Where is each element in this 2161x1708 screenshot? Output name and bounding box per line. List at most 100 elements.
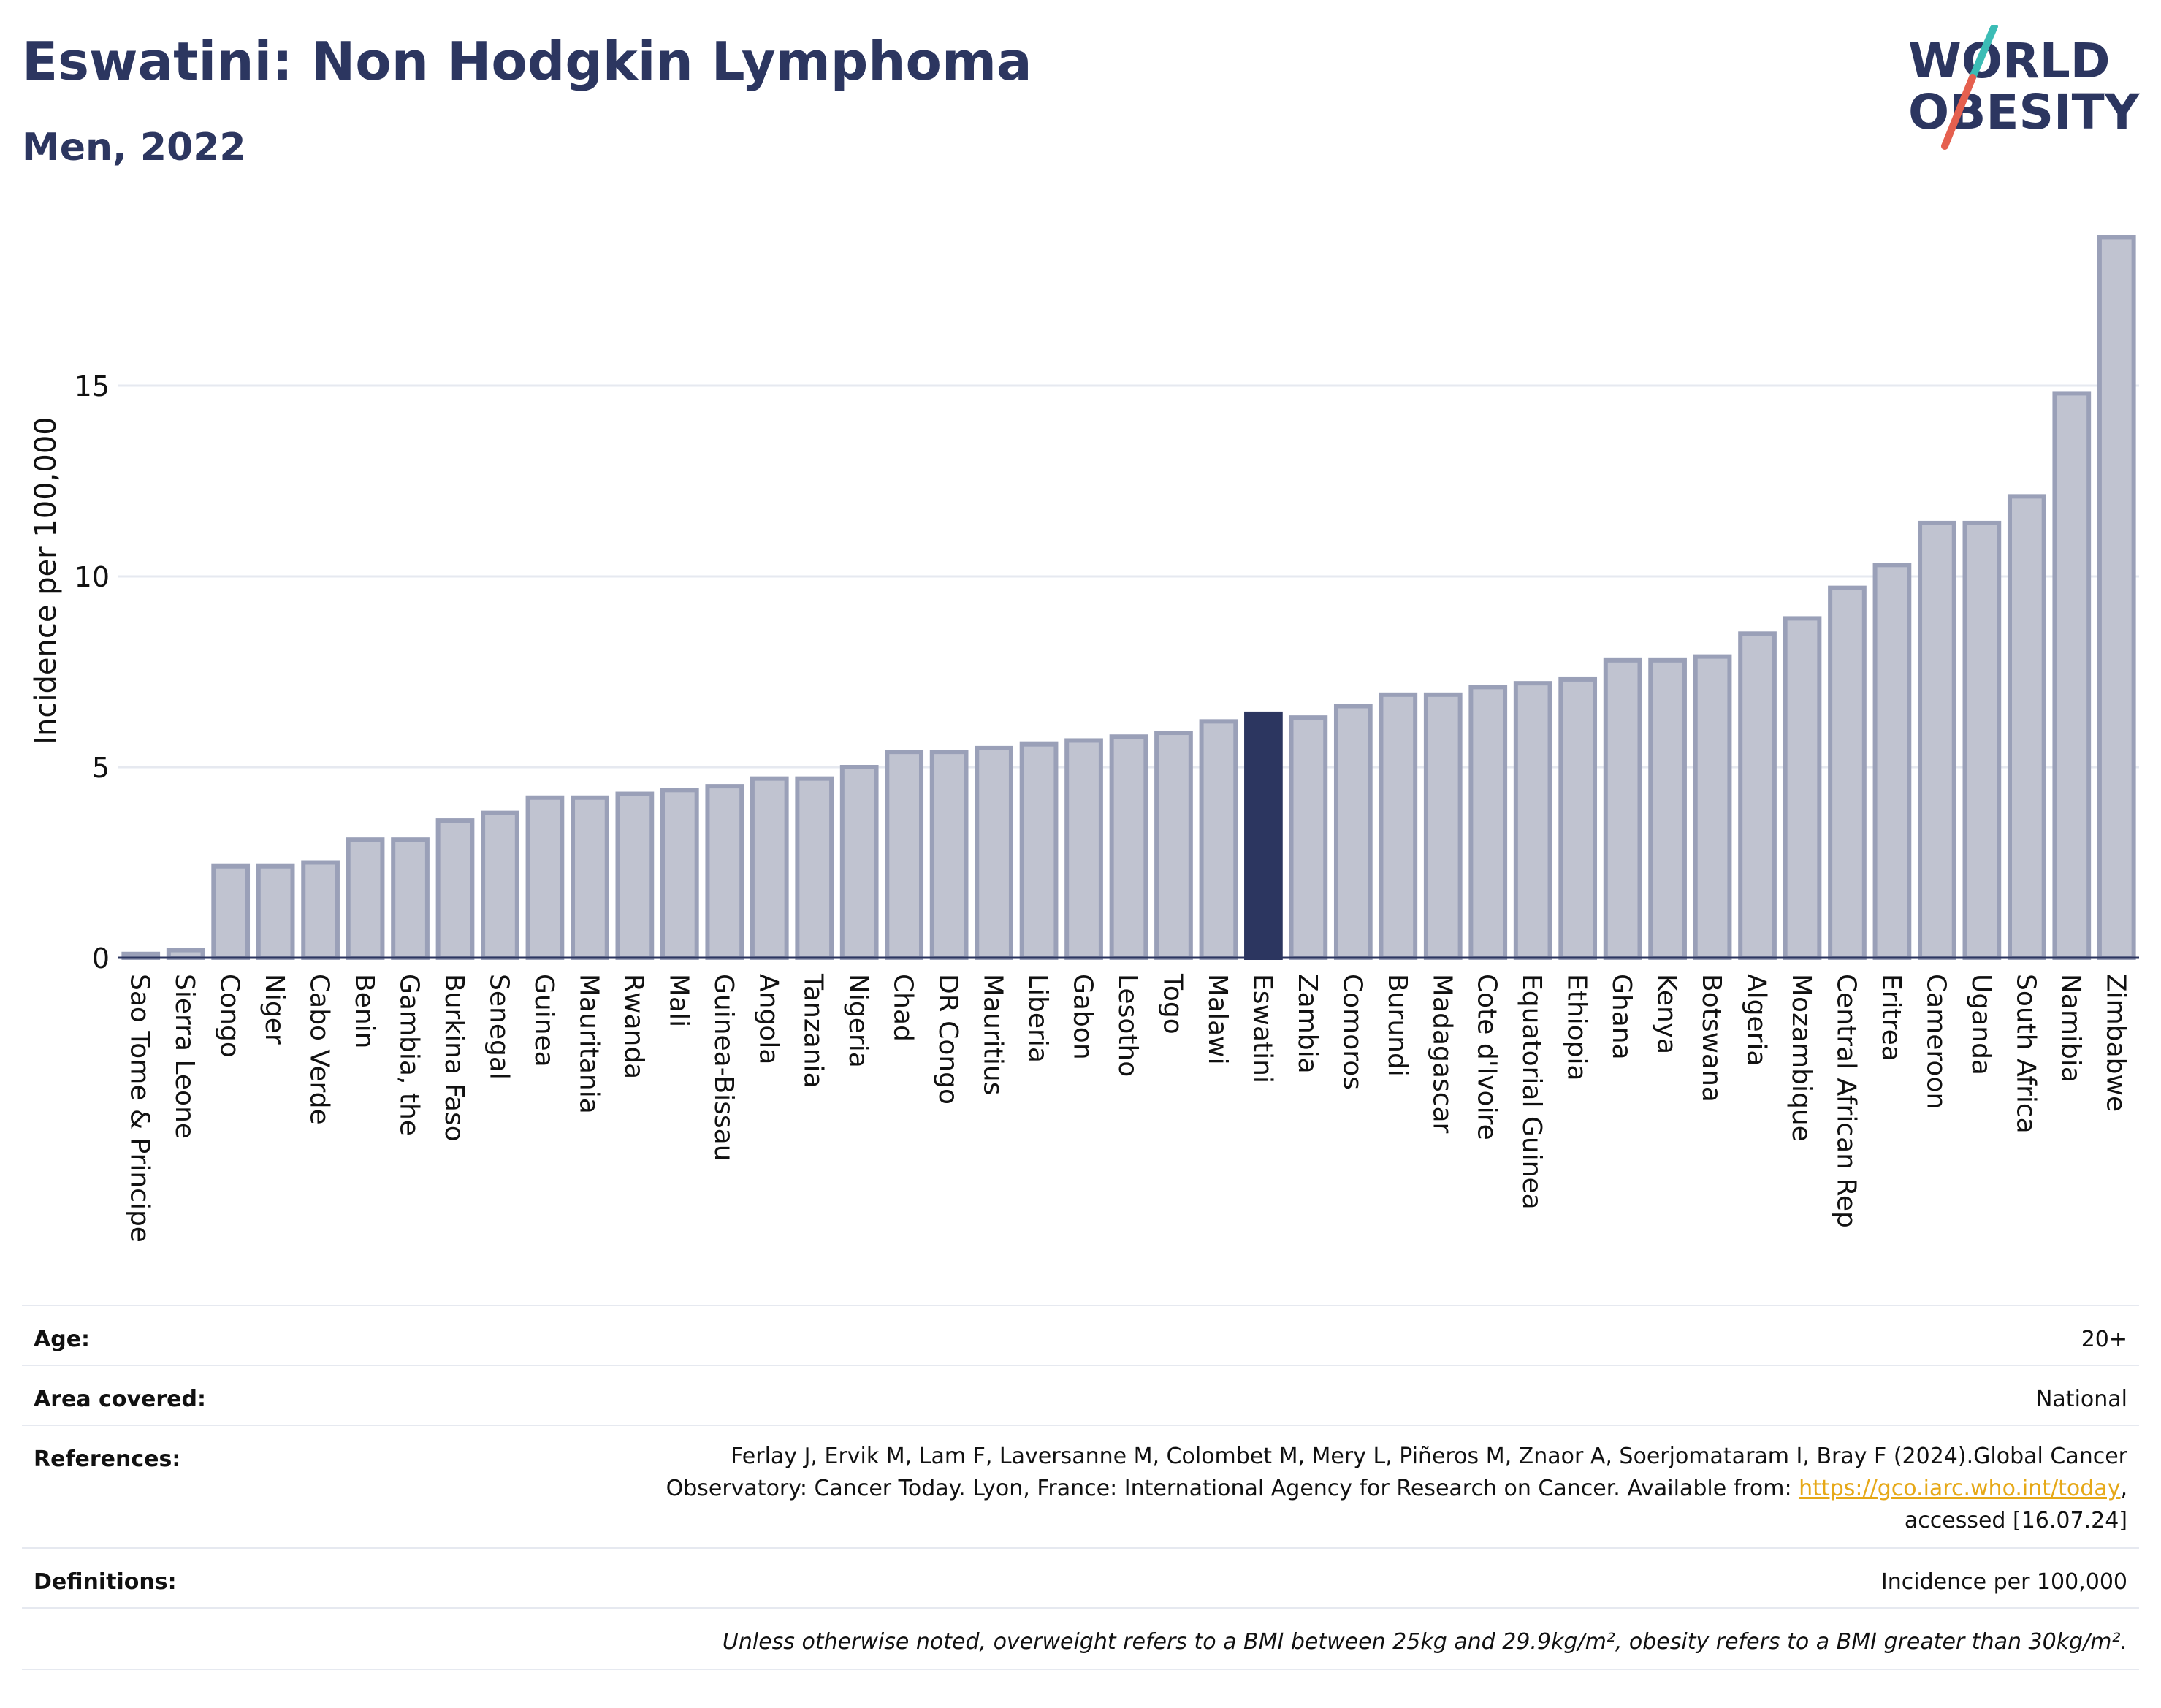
x-tick-label: Tanzania <box>799 973 828 1089</box>
bar <box>1648 657 1687 961</box>
y-axis-label: Incidence per 100,000 <box>29 416 63 745</box>
area-value: National <box>2035 1387 2127 1412</box>
x-tick-label: Guinea-Bissau <box>709 974 739 1162</box>
area-label: Area covered: <box>34 1387 206 1412</box>
meta-row-references: References: Ferlay J, Ervik M, Lam F, La… <box>22 1425 2139 1547</box>
bar <box>346 837 385 961</box>
bar <box>1154 731 1193 961</box>
y-tick-label: 10 <box>75 561 110 593</box>
bar <box>1513 681 1552 960</box>
bar <box>660 788 699 960</box>
bar <box>1558 676 1598 960</box>
bar <box>1962 520 2002 960</box>
x-tick-label: Togo <box>1157 973 1187 1034</box>
x-tick-label: Sao Tome & Principe <box>125 974 155 1243</box>
references-line-2-text: Observatory: Cancer Today. Lyon, France:… <box>666 1476 1799 1501</box>
bar <box>1289 715 1328 960</box>
bar <box>1872 563 1912 960</box>
x-tick-label: Guinea <box>529 974 559 1067</box>
world-obesity-logo: WORLD OBESITY <box>1908 25 2141 150</box>
metadata-table: Age: 20+ Area covered: National Referenc… <box>22 1305 2139 1677</box>
bar <box>705 784 744 960</box>
bar <box>2007 494 2046 960</box>
bar <box>839 765 879 960</box>
age-value: 20+ <box>2081 1327 2127 1352</box>
bar <box>256 863 295 960</box>
meta-row-age: Age: 20+ <box>22 1305 2139 1365</box>
logo-line-2: OBESITY <box>1908 84 2141 140</box>
bar <box>975 745 1013 961</box>
logo-slash-red <box>1941 74 1976 150</box>
x-tick-label: Cote d'Ivoire <box>1472 974 1502 1140</box>
x-tick-label: Malawi <box>1203 974 1232 1065</box>
bmi-note: Unless otherwise noted, overweight refer… <box>722 1629 2127 1655</box>
bar <box>1423 692 1463 960</box>
y-tick-label: 5 <box>92 752 110 784</box>
x-tick-label: Ethiopia <box>1562 974 1592 1081</box>
x-tick-label: Mali <box>663 974 693 1027</box>
page-subtitle: Men, 2022 <box>22 126 246 169</box>
bar <box>391 837 430 961</box>
bar <box>750 776 789 961</box>
references-label: References: <box>34 1446 181 1472</box>
age-label: Age: <box>34 1327 91 1352</box>
x-tick-label: South Africa <box>2011 974 2040 1134</box>
bar <box>1783 616 1822 960</box>
bar <box>481 810 519 961</box>
logo-slash-teal <box>1969 25 1998 81</box>
x-tick-label: Uganda <box>1966 974 1996 1075</box>
x-tick-label: Liberia <box>1023 974 1053 1063</box>
meta-row-area: Area covered: National <box>22 1365 2139 1425</box>
references-value: Ferlay J, Ervik M, Lam F, Laversanne M, … <box>666 1441 2127 1537</box>
x-tick-label: Cameroon <box>1921 974 1951 1109</box>
x-tick-label: Zimbabwe <box>2100 974 2130 1112</box>
x-tick-label: Botswana <box>1696 974 1726 1102</box>
bar <box>2052 391 2092 960</box>
meta-row-note: Unless otherwise noted, overweight refer… <box>22 1607 2139 1670</box>
x-tick-label: Namibia <box>2056 974 2086 1083</box>
x-tick-label: Gambia, the <box>395 974 424 1136</box>
x-tick-label: Sierra Leone <box>169 974 199 1139</box>
bar <box>1019 741 1059 960</box>
x-tick-label: Madagascar <box>1427 974 1457 1134</box>
x-tick-label: Cabo Verde <box>305 974 335 1125</box>
x-tick-labels: Sao Tome & Principe Sierra Leone Congo Nige… <box>125 973 2131 1243</box>
x-tick-label: Eritrea <box>1876 974 1906 1061</box>
x-tick-label: Zambia <box>1292 974 1322 1074</box>
bar <box>929 750 969 960</box>
bar <box>1738 631 1777 960</box>
bar <box>1603 657 1642 961</box>
references-link[interactable]: https://gco.iarc.who.int/today <box>1799 1476 2121 1501</box>
definitions-value: Incidence per 100,000 <box>1880 1569 2127 1595</box>
y-tick-label: 0 <box>92 942 110 975</box>
x-tick-label: Central African Rep <box>1831 974 1861 1228</box>
bar <box>2097 235 2136 961</box>
bars <box>121 235 2136 961</box>
references-line-1: Ferlay J, Ervik M, Lam F, Laversanne M, … <box>731 1444 2127 1469</box>
x-tick-label: Mauritius <box>978 974 1008 1095</box>
x-tick-label: Mauritania <box>573 974 603 1114</box>
bar <box>1199 719 1238 960</box>
x-tick-label: Comoros <box>1337 974 1367 1090</box>
x-tick-label: Kenya <box>1652 974 1682 1054</box>
x-tick-label: Senegal <box>484 974 514 1080</box>
references-line-2: Observatory: Cancer Today. Lyon, France:… <box>666 1473 2127 1505</box>
x-tick-label: Algeria <box>1742 974 1772 1067</box>
bar <box>615 791 655 961</box>
bar <box>1379 692 1418 960</box>
x-tick-label: Equatorial Guinea <box>1517 974 1547 1210</box>
bar <box>1064 738 1103 961</box>
x-tick-label: Chad <box>888 974 918 1042</box>
bar <box>1468 685 1508 960</box>
references-line-3: accessed [16.07.24] <box>1904 1508 2127 1533</box>
x-tick-label: Burkina Faso <box>439 974 469 1142</box>
x-tick-label: Rwanda <box>619 974 649 1079</box>
bar-chart: Sao Tome & Principe Sierra Leone Congo Nige… <box>29 235 2139 1243</box>
bar <box>211 863 251 960</box>
x-tick-label: Burundi <box>1382 974 1412 1077</box>
x-tick-label: Congo <box>215 974 245 1058</box>
x-tick-label: Eswatini <box>1247 974 1277 1083</box>
references-line-2-end: , <box>2120 1476 2127 1501</box>
bar <box>1918 520 1956 960</box>
bar <box>525 795 565 961</box>
